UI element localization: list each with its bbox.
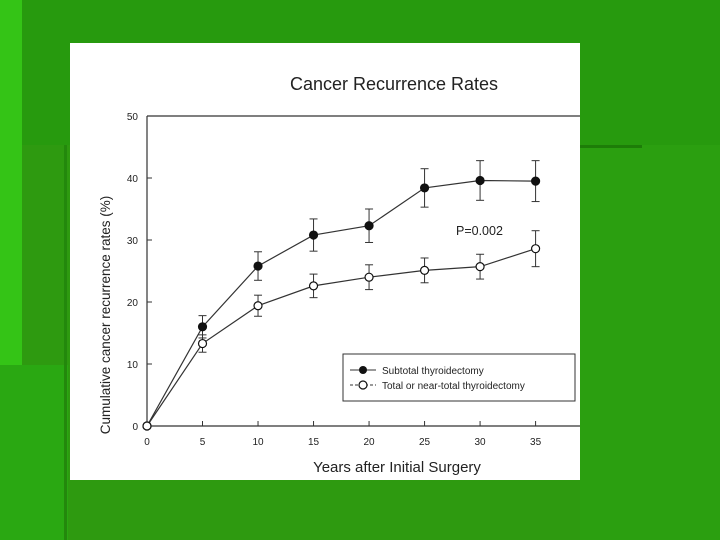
- data-point-subtotal: [197, 322, 208, 332]
- legend-box: [342, 353, 576, 402]
- series-line-total: [146, 248, 536, 427]
- data-point-subtotal: [419, 183, 430, 193]
- x-tick-label: 20: [363, 437, 375, 448]
- data-point-total: [253, 301, 263, 311]
- x-tick-label: 30: [475, 437, 487, 448]
- y-tick-label: 20: [127, 298, 139, 309]
- data-point-total: [419, 265, 430, 275]
- background-bottom-left-band: [0, 365, 68, 540]
- data-point-subtotal: [308, 230, 319, 240]
- y-tick-label: 30: [127, 236, 139, 247]
- data-point-total: [197, 338, 208, 349]
- legend: Subtotal thyroidectomy Total or near-tot…: [342, 353, 576, 402]
- data-point-subtotal: [475, 175, 485, 186]
- legend-marker-subtotal: [359, 366, 367, 374]
- x-axis-label: Years after Initial Surgery: [313, 459, 481, 476]
- background-vertical-line: [64, 145, 67, 540]
- y-axis-label: Cumulative cancer recurrence rates (%): [98, 196, 113, 435]
- chart-panel: Cancer Recurrence Rates Cumulative cance…: [70, 43, 580, 480]
- data-point-subtotal: [253, 261, 263, 271]
- data-point-total: [142, 421, 152, 431]
- x-tick-label: 35: [530, 437, 542, 448]
- y-tick-label: 0: [132, 422, 138, 433]
- y-tick-label: 10: [127, 360, 139, 371]
- legend-label-total: Total or near-total thyroidectomy: [382, 381, 525, 392]
- y-tick-label: 50: [127, 112, 139, 123]
- legend-label-subtotal: Subtotal thyroidectomy: [382, 366, 484, 377]
- x-tick-label: 15: [308, 437, 320, 448]
- data-point-subtotal: [364, 221, 374, 231]
- y-tick-label: 40: [127, 174, 139, 185]
- legend-marker-total: [358, 380, 368, 390]
- background-horizontal-line: [580, 145, 642, 148]
- series-line-subtotal: [146, 179, 536, 427]
- x-tick-label: 10: [252, 437, 264, 448]
- data-point-total: [530, 244, 541, 254]
- background-right-band: [580, 145, 720, 540]
- recurrence-chart: Cancer Recurrence Rates Cumulative cance…: [98, 74, 580, 476]
- x-tick-label: 0: [144, 437, 150, 448]
- data-point-total: [308, 281, 319, 291]
- data-point-subtotal: [530, 176, 541, 186]
- x-tick-label: 5: [200, 437, 206, 448]
- chart-title: Cancer Recurrence Rates: [290, 74, 498, 94]
- x-tick-label: 25: [419, 437, 431, 448]
- data-point-total: [364, 272, 374, 282]
- p-value-annotation: P=0.002: [456, 224, 503, 238]
- data-point-total: [475, 262, 485, 272]
